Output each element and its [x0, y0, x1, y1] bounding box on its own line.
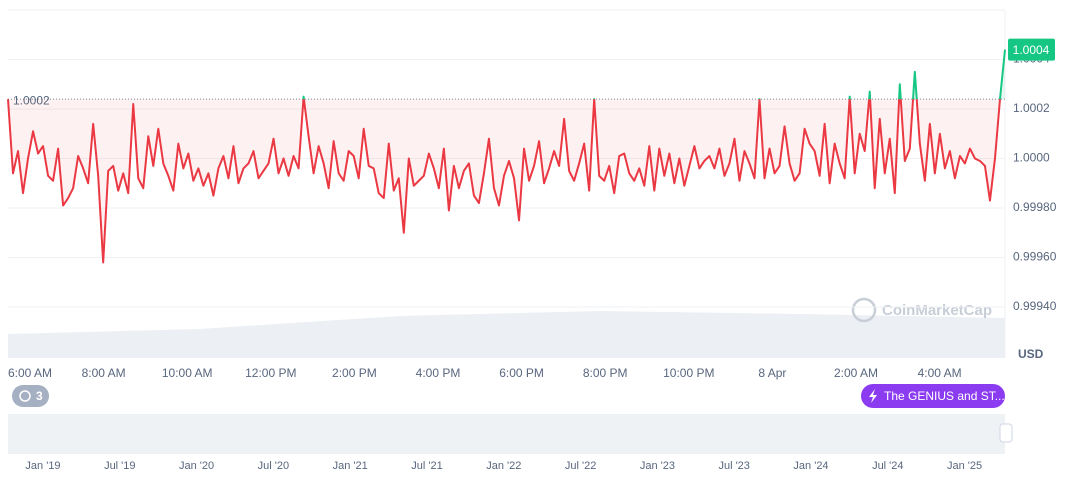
x-tick-label: 8:00 PM [583, 366, 628, 380]
y-tick-label: 0.99940 [1013, 299, 1057, 313]
x-tick-label: 8 Apr [758, 366, 786, 380]
y-tick-label: 0.99980 [1013, 200, 1057, 214]
news-bg[interactable] [861, 384, 1005, 408]
badge-count: 3 [36, 389, 43, 403]
currency: USD [1018, 347, 1044, 361]
volume-area [8, 311, 1005, 358]
watermark-logo [851, 297, 877, 323]
watermark-text: CoinMarketCap [882, 302, 992, 319]
navigator-label: Jul '23 [718, 460, 749, 472]
y-tick-label: 1.0000 [1013, 151, 1050, 165]
price-tag: 1.0004 [1013, 43, 1050, 57]
navigator-label: Jul '24 [872, 460, 903, 472]
x-tick-label: 12:00 PM [245, 366, 296, 380]
watermark: CoinMarketCap [851, 297, 992, 323]
news-icon [869, 389, 877, 403]
x-tick-label: 6:00 PM [499, 366, 544, 380]
navigator-label: Jul '20 [258, 460, 289, 472]
navigator-label: Jan '22 [486, 460, 521, 472]
x-tick-label: 4:00 PM [416, 366, 461, 380]
navigator-label: Jul '21 [411, 460, 442, 472]
navigator-label: Jan '20 [179, 460, 214, 472]
navigator-handle[interactable] [999, 423, 1013, 443]
price-tag-bg [1008, 38, 1055, 61]
history-badge[interactable]: 3 [12, 385, 49, 407]
price-line [7, 99, 1001, 264]
navigator-label: Jul '19 [104, 460, 135, 472]
reference-label: 1.0002 [13, 93, 50, 107]
y-tick-label: 0.99960 [1013, 250, 1057, 264]
y-tick-label: 1.0002 [1013, 101, 1050, 115]
news-button[interactable]: The GENIUS and ST... [861, 384, 1005, 408]
navigator-label: Jan '21 [333, 460, 368, 472]
news-text: The GENIUS and ST... [884, 389, 1005, 403]
navigator-label: Jul '22 [565, 460, 596, 472]
x-tick-label: 10:00 AM [162, 366, 213, 380]
badge-icon [19, 390, 31, 402]
x-tick-label: 6:00 AM [8, 366, 52, 380]
navigator[interactable] [8, 414, 1005, 454]
navigator-label: Jan '23 [640, 460, 675, 472]
x-tick-label: 2:00 PM [332, 366, 377, 380]
x-tick-label: 10:00 PM [663, 366, 714, 380]
navigator-label: Jan '19 [25, 460, 60, 472]
area-below [8, 99, 1005, 263]
navigator-label: Jan '25 [947, 460, 982, 472]
navigator-label: Jan '24 [793, 460, 828, 472]
x-tick-label: 2:00 AM [834, 366, 878, 380]
x-tick-label: 8:00 AM [82, 366, 126, 380]
x-tick-label: 4:00 AM [918, 366, 962, 380]
